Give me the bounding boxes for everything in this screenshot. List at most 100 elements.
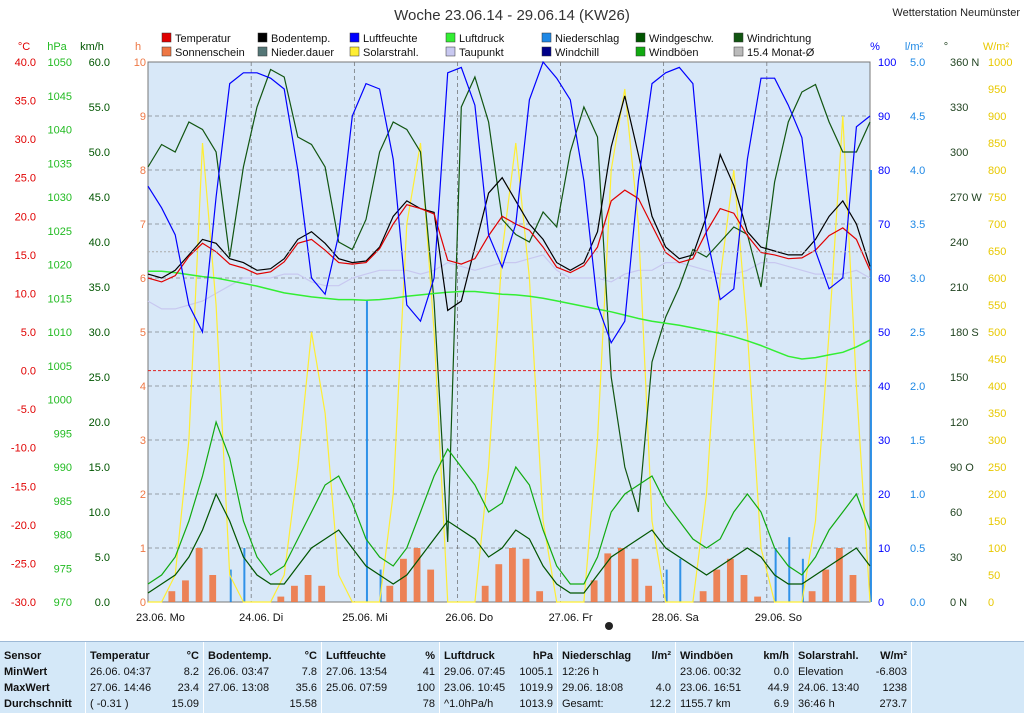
axis-unit-sun_hours: h [135,41,141,53]
bar-sonnenschein [182,580,189,602]
legend-swatch [635,46,646,57]
bar-sonnenschein [304,575,312,602]
stats-header: Luftfeuchte% [326,650,435,662]
axis-unit-pressure: hPa [47,41,67,53]
axis-tick-wind: 55.0 [89,102,110,114]
axis-tick-pressure: 1015 [48,293,72,305]
stats-row: 29.06. 07:45 1005.1 [444,666,553,678]
bar-sonnenschein [740,575,748,602]
axis-tick-humidity: 40 [878,381,890,393]
stats-col-humidity: Luftfeuchte% 27.06. 13:54 41 25.06. 07:59 10… [322,642,440,713]
axis-tick-temperature: 35.0 [15,96,36,108]
axis-tick-wind: 60.0 [89,57,110,69]
bar-sonnenschein [495,564,503,602]
day-label: 26.06. Do [445,612,493,624]
day-label: 29.06. So [755,612,802,624]
axis-tick-rain: 0.5 [910,543,925,555]
stats-col-solar: Solarstrahl. W/m² Elevation -6.803 24.06. 13… [794,642,912,713]
axis-tick-rain: 5.0 [910,57,925,69]
legend-label: Bodentemp. [271,33,330,45]
legend-label: Windrichtung [747,33,811,45]
bar-sonnenschein [645,585,653,602]
axis-tick-humidity: 80 [878,165,890,177]
axis-tick-pressure: 975 [54,563,72,575]
axis-tick-temperature: 10.0 [15,288,36,300]
axis-tick-humidity: 50 [878,327,890,339]
bar-sonnenschein [195,548,203,602]
bar-series [168,170,872,602]
axis-tick-wind: 15.0 [89,462,110,474]
axis-tick-direction: 240 [950,237,968,249]
axis-tick-temperature: -10.0 [11,443,36,455]
axis-tick-wind: 20.0 [89,417,110,429]
axis-tick-direction: 120 [950,417,968,429]
line-taupunkt [147,254,871,310]
axis-tick-rain: 1.5 [910,435,925,447]
legend-label: Luftfeuchte [363,33,417,45]
stats-col-rain: Niederschlag l/m² 12:26 h 29.06. 18:08 4.0 Ge… [558,642,676,713]
axis-tick-humidity: 100 [878,57,896,69]
axis-unit-solar: W/m² [983,41,1010,53]
axis-tick-sun_hours: 9 [140,111,146,123]
axis-tick-solar: 800 [988,165,1006,177]
axis-tick-wind: 0.0 [95,597,110,609]
statistics-panel: Sensor MinWert MaxWert Durchschnitt Temp… [0,641,1024,713]
stats-row: 27.06. 13:08 35.6 [208,682,317,694]
axis-tick-humidity: 90 [878,111,890,123]
axis-tick-direction: 270 W [950,192,982,204]
bar-niederschlag [788,537,791,602]
bar-sonnenschein [318,585,326,602]
axis-tick-solar: 200 [988,489,1006,501]
axis-tick-temperature: 0.0 [21,366,36,378]
axis-tick-temperature: 20.0 [15,211,36,223]
bar-sonnenschein [522,558,530,602]
axis-tick-pressure: 985 [54,496,72,508]
bar-sonnenschein [808,591,816,602]
stats-row: Gesamt: 12.2 [562,698,671,710]
legend-label: Luftdruck [459,33,505,45]
legend-swatch [635,32,646,43]
stats-col-gust: Windböen km/h 23.06. 00:32 0.0 23.06. 16:51 4… [676,642,794,713]
legend-swatch [733,32,744,43]
axis-tick-solar: 650 [988,246,1006,258]
stats-header: Windböen km/h [680,650,789,662]
axis-tick-humidity: 10 [878,543,890,555]
axis-tick-humidity: 30 [878,435,890,447]
line-luftdruck [148,270,871,360]
axis-tick-pressure: 1025 [48,226,72,238]
axis-tick-sun_hours: 8 [140,165,146,177]
axis-tick-wind: 45.0 [89,192,110,204]
axis-tick-pressure: 1000 [48,395,72,407]
stats-col-pressure: Luftdruck hPa 29.06. 07:45 1005.1 23.06. 10:… [440,642,558,713]
stats-header: Sensor [4,650,42,662]
bar-sonnenschein [400,558,407,602]
legend-swatch [349,46,360,57]
now-marker [605,622,613,630]
axis-tick-pressure: 990 [54,462,72,474]
stats-col-soil: Bodentemp. °C 26.06. 03:47 7.8 27.06. 13:08 3… [204,642,322,713]
line-bodentemp [147,95,871,312]
line-series [147,60,871,603]
bar-niederschlag [379,569,382,602]
bar-niederschlag [365,299,368,602]
bar-sonnenschein [699,591,707,602]
stats-row: 1155.7 km 6.9 [680,698,789,710]
stats-header: Temperatur °C [90,650,199,662]
axis-tick-temperature: 15.0 [15,250,36,262]
axis-tick-wind: 35.0 [89,282,110,294]
axis-tick-solar: 0 [988,597,994,609]
legend: Temperatur Bodentemp. Luftfeuchte Luftdruck… [161,32,815,59]
axis-tick-humidity: 70 [878,219,890,231]
axis-tick-direction: 90 O [950,462,974,474]
bar-sonnenschein [754,596,762,602]
axis-tick-rain: 2.0 [910,381,925,393]
axis-tick-humidity: 0 [878,597,884,609]
axis-tick-sun_hours: 1 [140,543,146,555]
line-temperatur [147,189,871,283]
bar-sonnenschein [277,596,285,602]
line-windgeschw [147,492,871,594]
stats-col-sensor: Sensor MinWert MaxWert Durchschnitt [0,642,86,713]
stats-header: Bodentemp. °C [208,650,317,662]
axis-tick-solar: 1000 [988,57,1012,69]
axis-tick-wind: 5.0 [95,552,110,564]
